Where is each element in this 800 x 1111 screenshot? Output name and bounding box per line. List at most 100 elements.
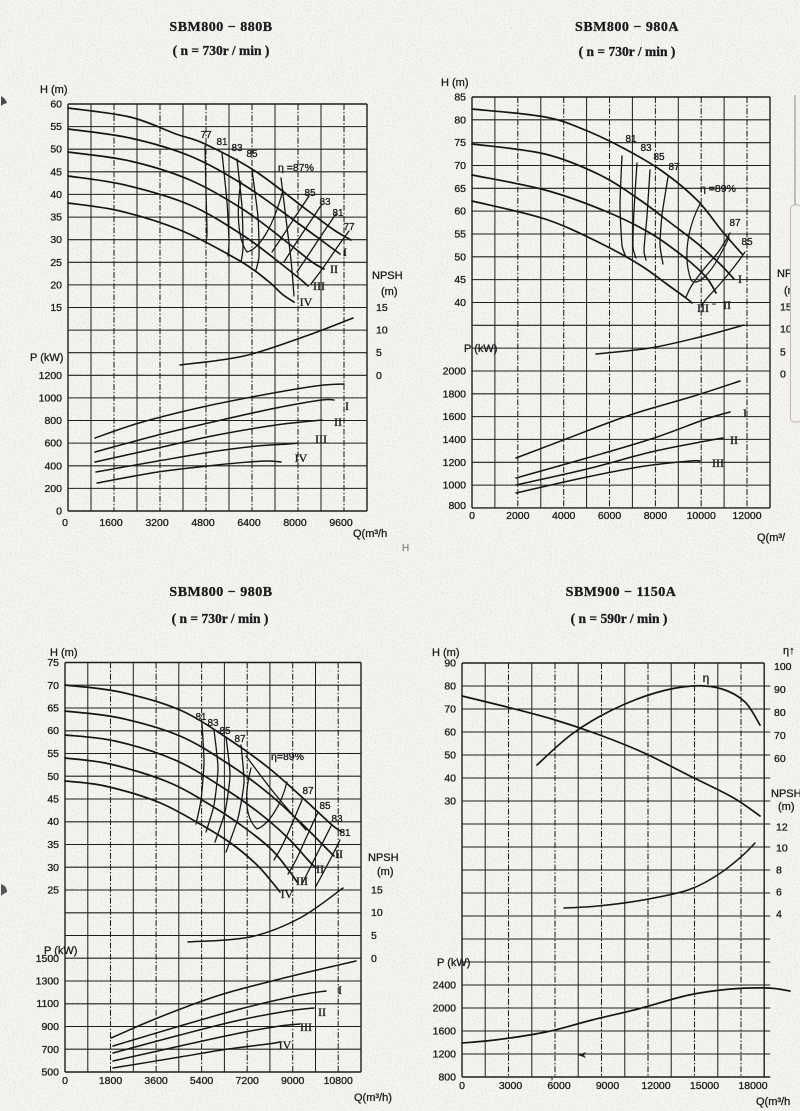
svg-text:1000: 1000 <box>39 392 63 404</box>
svg-text:8: 8 <box>776 865 782 877</box>
svg-text:IV: IV <box>300 295 313 309</box>
svg-text:10800: 10800 <box>324 1075 353 1087</box>
svg-text:40: 40 <box>444 773 456 785</box>
svg-text:87: 87 <box>729 218 741 229</box>
svg-text:45: 45 <box>50 166 62 178</box>
svg-text:70: 70 <box>47 680 59 692</box>
svg-text:IV: IV <box>281 887 294 901</box>
svg-text:80: 80 <box>454 114 466 126</box>
svg-text:(m): (m) <box>377 866 394 878</box>
svg-text:60: 60 <box>47 725 59 737</box>
svg-text:85: 85 <box>741 237 753 248</box>
svg-text:Q(m³/h: Q(m³/h <box>353 528 387 540</box>
svg-text:15: 15 <box>50 302 62 314</box>
svg-text:5400: 5400 <box>190 1075 214 1087</box>
svg-text:87: 87 <box>302 786 314 797</box>
svg-text:3200: 3200 <box>145 517 169 529</box>
svg-text:80: 80 <box>444 681 456 693</box>
svg-text:60: 60 <box>444 727 456 739</box>
svg-text:20: 20 <box>50 279 62 291</box>
svg-text:8000: 8000 <box>644 510 668 522</box>
svg-text:2000: 2000 <box>443 366 467 378</box>
svg-text:1600: 1600 <box>443 411 467 423</box>
svg-text:NPSH: NPSH <box>771 788 800 800</box>
svg-text:II: II <box>334 415 342 429</box>
svg-text:4: 4 <box>776 909 782 921</box>
svg-text:85: 85 <box>246 149 258 160</box>
svg-text:(m): (m) <box>778 801 795 813</box>
svg-text:30: 30 <box>47 862 59 874</box>
svg-text:( n = 590r / min ): ( n = 590r / min ) <box>571 611 668 626</box>
svg-text:III: III <box>296 874 308 888</box>
svg-text:-: - <box>712 296 716 310</box>
svg-text:80: 80 <box>774 707 786 719</box>
svg-text:6000: 6000 <box>598 510 622 522</box>
svg-text:η: η <box>703 671 710 685</box>
svg-text:II: II <box>316 862 324 876</box>
svg-text:0: 0 <box>62 1075 68 1087</box>
svg-text:4800: 4800 <box>191 517 215 529</box>
svg-text:1200: 1200 <box>39 370 63 382</box>
svg-text:15: 15 <box>780 302 792 314</box>
svg-text:0: 0 <box>371 953 377 965</box>
svg-text:400: 400 <box>44 460 62 472</box>
svg-text:I: I <box>743 406 747 420</box>
svg-text:NPSH: NPSH <box>368 852 399 864</box>
svg-text:1200: 1200 <box>433 1049 457 1061</box>
svg-text:0: 0 <box>376 370 382 382</box>
svg-text:3000: 3000 <box>499 1080 523 1092</box>
svg-text:III: III <box>313 279 325 293</box>
svg-text:9000: 9000 <box>596 1080 620 1092</box>
svg-text:12000: 12000 <box>641 1080 670 1092</box>
svg-text:II: II <box>723 298 731 312</box>
svg-text:10: 10 <box>776 843 788 855</box>
svg-text:II: II <box>330 262 338 276</box>
svg-text:60: 60 <box>774 753 786 765</box>
svg-text:H (m): H (m) <box>432 647 460 659</box>
svg-text:6400: 6400 <box>237 517 261 529</box>
svg-text:40: 40 <box>47 816 59 828</box>
svg-text:50: 50 <box>50 144 62 156</box>
svg-text:III: III <box>315 432 327 446</box>
svg-text:700: 700 <box>41 1044 59 1056</box>
svg-text:85: 85 <box>219 726 231 737</box>
svg-text:II: II <box>335 847 343 861</box>
svg-text:III: III <box>712 456 724 470</box>
svg-text:35: 35 <box>47 839 59 851</box>
svg-text:40: 40 <box>454 297 466 309</box>
svg-text:η↑: η↑ <box>783 645 795 657</box>
svg-text:65: 65 <box>454 183 466 195</box>
svg-text:5: 5 <box>376 347 382 359</box>
svg-text:800: 800 <box>438 1072 456 1084</box>
svg-text:0: 0 <box>62 517 68 529</box>
svg-text:30: 30 <box>50 234 62 246</box>
svg-text:1800: 1800 <box>443 388 467 400</box>
svg-text:(m): (m) <box>381 286 398 298</box>
svg-text:85: 85 <box>304 188 316 199</box>
svg-text:H: H <box>402 543 409 554</box>
svg-text:35: 35 <box>50 212 62 224</box>
svg-text:87: 87 <box>668 162 680 173</box>
svg-text:0: 0 <box>780 369 786 381</box>
svg-text:600: 600 <box>44 438 62 450</box>
svg-text:83: 83 <box>331 814 343 825</box>
svg-text:60: 60 <box>454 206 466 218</box>
svg-text:2400: 2400 <box>433 980 457 992</box>
svg-text:2000: 2000 <box>433 1003 457 1015</box>
svg-text:70: 70 <box>444 704 456 716</box>
svg-text:SBM800 − 980B: SBM800 − 980B <box>169 585 272 600</box>
svg-text:77: 77 <box>200 130 212 141</box>
svg-text:50: 50 <box>454 251 466 263</box>
svg-text:83: 83 <box>319 197 331 208</box>
svg-text:IV: IV <box>295 451 308 465</box>
svg-text:P (kW): P (kW) <box>30 352 63 364</box>
svg-text:9000: 9000 <box>281 1075 305 1087</box>
svg-text:η=89%: η=89% <box>271 751 304 763</box>
svg-text:I: I <box>338 983 342 997</box>
svg-text:55: 55 <box>50 121 62 133</box>
svg-text:Q(m³/: Q(m³/ <box>757 532 786 544</box>
svg-text:SBM800 − 980A: SBM800 − 980A <box>575 20 679 35</box>
svg-text:’: ’ <box>551 1077 553 1088</box>
svg-text:90: 90 <box>444 658 456 670</box>
svg-text:800: 800 <box>448 500 466 512</box>
